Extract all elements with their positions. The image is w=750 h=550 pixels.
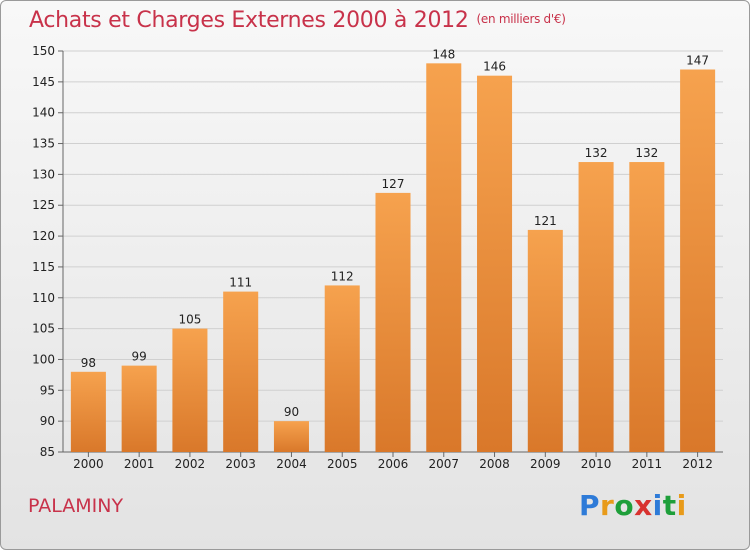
x-tick-label: 2005 xyxy=(327,457,358,471)
bar-2005 xyxy=(324,285,360,452)
y-tick-label: 100 xyxy=(32,352,55,366)
data-label: 111 xyxy=(229,276,252,290)
x-tick-label: 2006 xyxy=(378,457,409,471)
data-label: 99 xyxy=(132,350,147,364)
bar-2001 xyxy=(121,365,157,452)
y-tick-label: 105 xyxy=(32,322,55,336)
bar-2007 xyxy=(426,63,462,452)
x-tick-label: 2011 xyxy=(632,457,663,471)
bar-2009 xyxy=(527,229,563,452)
x-tick-label: 2003 xyxy=(225,457,256,471)
bars xyxy=(70,63,716,453)
x-tick-label: 2010 xyxy=(581,457,612,471)
proxiti-logo[interactable]: Proxiti xyxy=(579,489,687,522)
commune-name: PALAMINY xyxy=(28,495,124,517)
data-label: 121 xyxy=(534,214,557,228)
data-label: 98 xyxy=(81,356,96,370)
logo-letter: r xyxy=(600,489,615,522)
bar-2000 xyxy=(70,371,106,452)
bar-2003 xyxy=(223,291,259,452)
y-tick-label: 110 xyxy=(32,291,55,305)
data-label: 147 xyxy=(686,54,709,68)
data-label: 127 xyxy=(382,177,405,191)
x-tick-label: 2000 xyxy=(73,457,104,471)
data-label: 146 xyxy=(483,60,506,74)
bar-2012 xyxy=(680,69,716,452)
bar-2002 xyxy=(172,328,208,452)
data-labels: 98 99 105 111 90 112 127 148 146 121 132 132 147 xyxy=(81,47,709,419)
y-tick-label: 150 xyxy=(32,44,55,58)
x-tick-label: 2007 xyxy=(428,457,459,471)
chart-title: Achats et Charges Externes 2000 à 2012 (e… xyxy=(29,8,566,33)
y-tick-label: 120 xyxy=(32,229,55,243)
y-tick-label: 130 xyxy=(32,167,55,181)
y-tick-label: 95 xyxy=(40,383,55,397)
y-tick-label: 85 xyxy=(40,445,55,459)
y-tick-label: 125 xyxy=(32,198,55,212)
bar-2011 xyxy=(629,162,665,453)
chart-title-text: Achats et Charges Externes 2000 à 2012 xyxy=(29,8,469,33)
data-label: 105 xyxy=(178,313,201,327)
x-tick-label: 2012 xyxy=(682,457,713,471)
logo-letter: o xyxy=(614,489,635,522)
x-tick-label: 2008 xyxy=(479,457,510,471)
y-tick-label: 145 xyxy=(32,75,55,89)
data-label: 112 xyxy=(331,269,354,283)
chart-unit: (en milliers d'€) xyxy=(476,12,566,26)
logo-letter: i xyxy=(676,489,687,522)
axes: 85 90 95 100 105 110 115 120 125 130 135 140 145 150 2… xyxy=(32,44,723,471)
y-tick-label: 135 xyxy=(32,137,55,151)
y-tick-label: 90 xyxy=(40,414,55,428)
logo-letter: i xyxy=(652,489,663,522)
x-tick-label: 2002 xyxy=(175,457,206,471)
data-label: 148 xyxy=(432,47,455,61)
logo-letter: P xyxy=(579,489,601,522)
logo-letter: x xyxy=(634,489,653,522)
bar-2008 xyxy=(477,75,513,452)
x-tick-label: 2009 xyxy=(530,457,561,471)
bar-2010 xyxy=(578,162,614,453)
data-label: 132 xyxy=(585,146,608,160)
x-tick-label: 2004 xyxy=(276,457,307,471)
x-tick-label: 2001 xyxy=(124,457,155,471)
data-label: 132 xyxy=(635,146,658,160)
logo-letter: t xyxy=(662,489,677,522)
data-label: 90 xyxy=(284,405,299,419)
bar-2004 xyxy=(273,421,309,452)
y-tick-label: 140 xyxy=(32,106,55,120)
bar-2006 xyxy=(375,192,411,452)
y-tick-label: 115 xyxy=(32,260,55,274)
